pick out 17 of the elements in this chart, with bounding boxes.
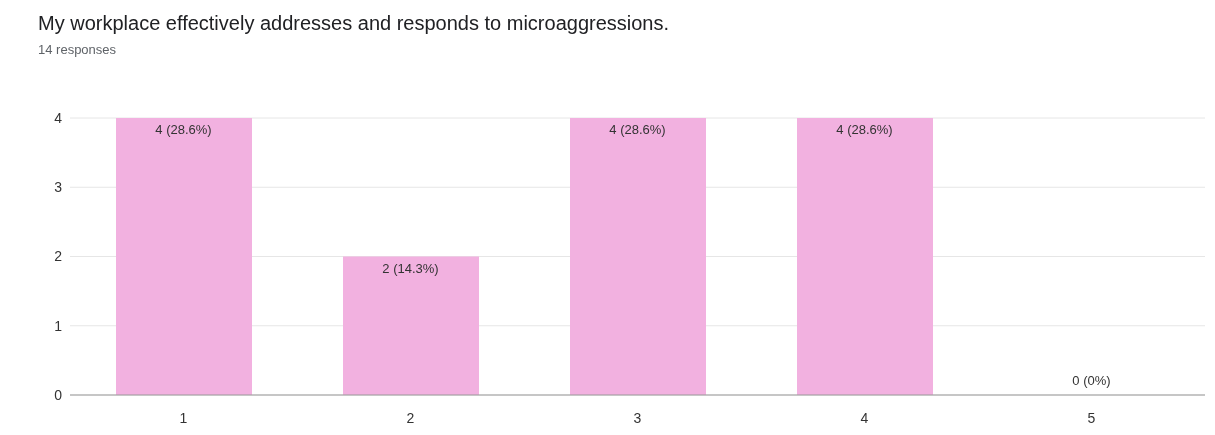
data-label: 0 (0%) <box>1072 373 1111 388</box>
y-tick-label: 4 <box>54 109 63 126</box>
chart-subtitle: 14 responses <box>38 42 117 57</box>
data-label: 4 (28.6%) <box>836 122 893 137</box>
data-label: 4 (28.6%) <box>155 122 212 137</box>
x-tick-label: 2 <box>406 409 415 426</box>
y-tick-label: 1 <box>54 317 63 334</box>
y-tick-label: 3 <box>54 179 63 196</box>
data-label: 4 (28.6%) <box>609 122 666 137</box>
x-tick-label: 3 <box>633 409 642 426</box>
y-tick-label: 2 <box>54 248 63 265</box>
x-tick-label: 1 <box>179 409 188 426</box>
y-tick-label: 0 <box>54 386 63 403</box>
data-label: 2 (14.3%) <box>382 260 439 276</box>
chart-title: My workplace effectively addresses and responds to microaggressions. <box>38 12 670 35</box>
x-tick-label: 4 <box>860 409 869 426</box>
x-tick-label: 5 <box>1087 409 1096 426</box>
